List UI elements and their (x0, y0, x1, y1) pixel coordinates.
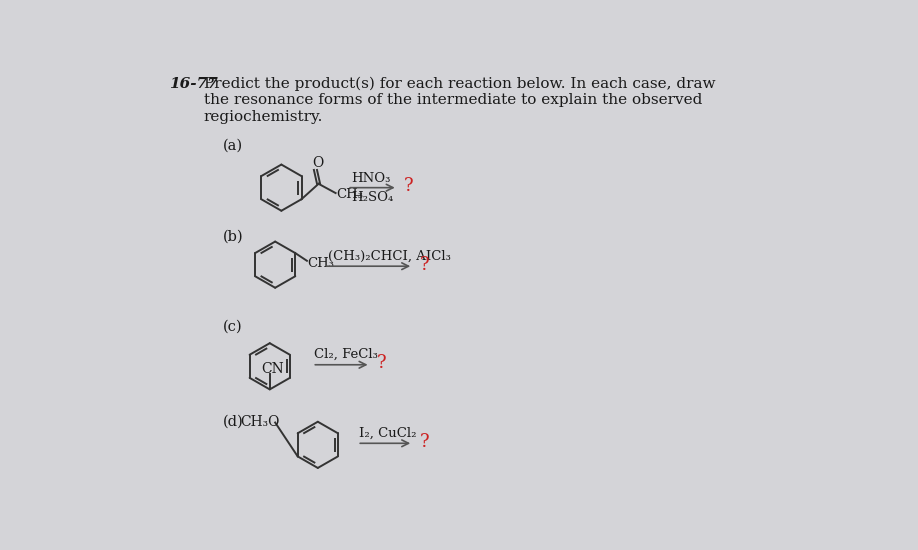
Text: CH₃: CH₃ (308, 257, 335, 270)
Text: Predict the product(s) for each reaction below. In each case, draw
the resonance: Predict the product(s) for each reaction… (204, 77, 715, 124)
Text: O: O (312, 156, 324, 170)
Text: ?: ? (420, 256, 429, 274)
Text: (c): (c) (223, 320, 243, 334)
Text: CH₃: CH₃ (336, 189, 364, 201)
Text: ?: ? (404, 177, 413, 195)
Text: (d): (d) (223, 415, 244, 429)
Text: 16-77: 16-77 (169, 77, 218, 91)
Text: (a): (a) (223, 139, 243, 153)
Text: HNO₃: HNO₃ (351, 172, 390, 185)
Text: CN: CN (262, 362, 284, 376)
Text: (CH₃)₂CHCI, AICl₃: (CH₃)₂CHCI, AICl₃ (328, 249, 451, 262)
Text: H₂SO₄: H₂SO₄ (351, 191, 394, 204)
Text: I₂, CuCl₂: I₂, CuCl₂ (359, 426, 417, 439)
Text: CH₃O: CH₃O (241, 415, 280, 429)
Text: ?: ? (376, 354, 386, 372)
Text: ?: ? (420, 433, 429, 451)
Text: (b): (b) (223, 230, 244, 244)
Text: Cl₂, FeCl₃: Cl₂, FeCl₃ (314, 348, 378, 361)
